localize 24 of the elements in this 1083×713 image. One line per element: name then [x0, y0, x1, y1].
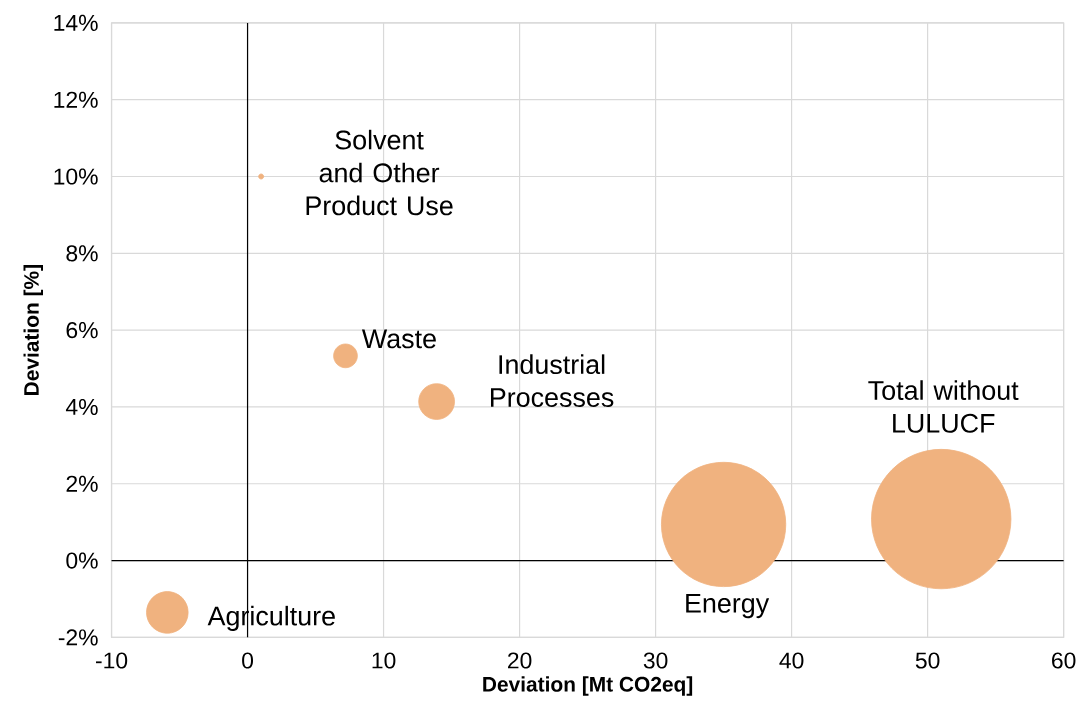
x-tick-label: 50 — [915, 652, 940, 669]
annotation: Energy — [686, 594, 770, 619]
x-tick-label: 30 — [643, 652, 668, 669]
annotation: Total without LULUCF — [868, 380, 1019, 433]
y-tick-label: 12% — [54, 91, 98, 108]
annotation: Waste — [361, 329, 436, 349]
y-tick-label: 10% — [54, 168, 98, 185]
annotation: Industrial Processes — [490, 354, 614, 407]
y-tick-label: 2% — [66, 475, 98, 492]
x-tick-label: 0 — [242, 652, 254, 669]
y-tick-label: -2% — [58, 629, 98, 646]
y-axis-title: Deviation [%] — [23, 265, 43, 395]
y-tick-label: 4% — [65, 398, 98, 415]
x-tick-label: 40 — [779, 652, 804, 669]
x-tick-label: 60 — [1052, 652, 1076, 669]
y-tick-label: 14% — [54, 14, 98, 31]
x-axis-title: Deviation [Mt CO2eq] — [483, 676, 693, 696]
y-tick-label: 0% — [66, 552, 98, 569]
y-tick-label: 6% — [66, 321, 98, 339]
x-tick-label: -10 — [96, 652, 128, 669]
x-tick-label: 10 — [372, 652, 396, 669]
y-tick-label: 8% — [66, 245, 98, 262]
annotation: Solvent and Other Product Use — [306, 129, 453, 216]
x-tick-label: 20 — [508, 652, 532, 669]
